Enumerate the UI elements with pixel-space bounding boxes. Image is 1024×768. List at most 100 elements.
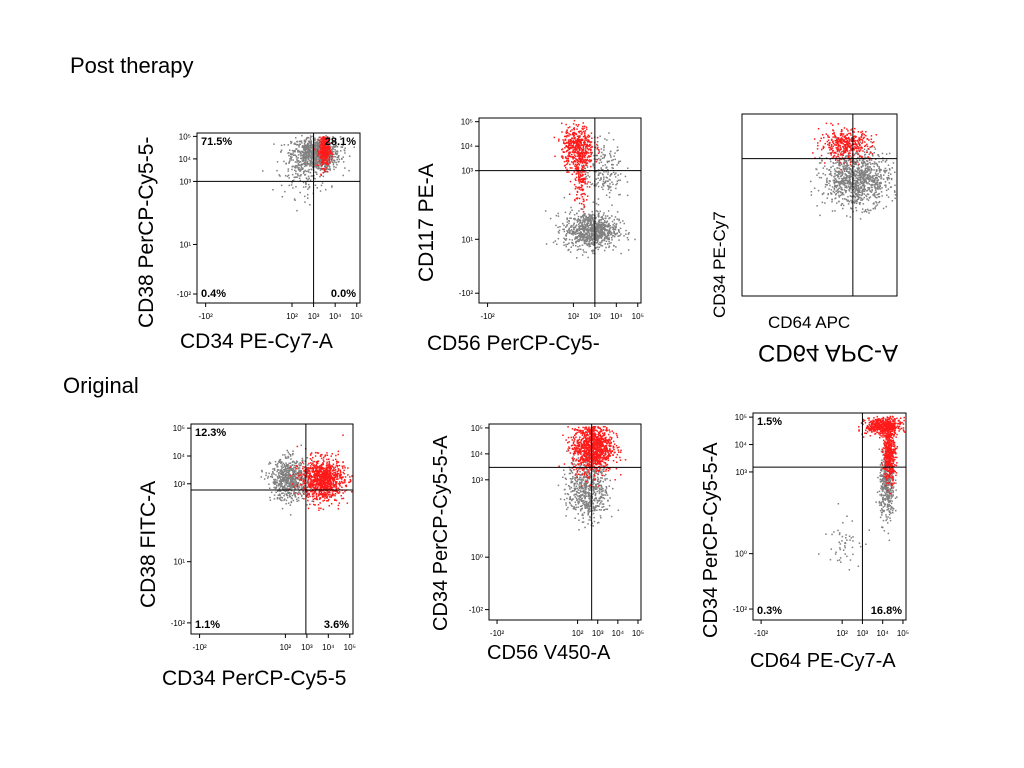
data-point (579, 173, 582, 176)
data-point (329, 145, 331, 147)
data-point (307, 146, 309, 148)
data-point (302, 162, 305, 165)
data-point (849, 180, 851, 183)
data-point (572, 218, 575, 220)
data-point (609, 217, 611, 219)
data-point (600, 216, 602, 219)
data-point (861, 174, 864, 176)
data-point (297, 173, 299, 175)
data-point (307, 188, 309, 190)
data-point (309, 157, 311, 159)
data-point (613, 231, 615, 233)
data-point (596, 148, 598, 150)
data-point (296, 161, 298, 163)
data-point (319, 190, 322, 192)
data-point (326, 150, 329, 153)
data-point (333, 151, 335, 153)
data-point (575, 124, 577, 126)
data-point (274, 478, 277, 481)
data-point (307, 137, 309, 139)
data-point (603, 176, 605, 178)
data-point (283, 486, 286, 489)
data-point (278, 480, 281, 482)
data-point (848, 201, 851, 203)
data-point (841, 174, 843, 176)
data-point (827, 139, 830, 141)
data-point (813, 138, 816, 140)
data-point (314, 178, 316, 180)
data-point (589, 181, 591, 184)
data-point (616, 149, 618, 152)
data-point (272, 468, 274, 470)
data-point (565, 239, 567, 241)
data-point (320, 148, 323, 150)
data-point (863, 181, 865, 184)
data-point (572, 141, 574, 144)
data-point (844, 145, 846, 147)
data-point (883, 174, 885, 176)
data-point (835, 185, 838, 187)
data-point (281, 480, 283, 482)
data-point (583, 145, 585, 147)
data-point (840, 174, 842, 176)
data-point (880, 181, 882, 184)
data-point (307, 142, 309, 145)
data-point (573, 228, 575, 230)
data-point (851, 144, 853, 146)
data-point (853, 149, 855, 151)
data-point (887, 177, 890, 179)
data-point (307, 140, 310, 142)
data-point (289, 160, 291, 162)
data-point (847, 203, 850, 205)
data-point (588, 234, 590, 236)
data-point (858, 179, 861, 181)
data-point (579, 158, 582, 161)
data-point (604, 138, 606, 140)
data-point (834, 175, 836, 177)
data-point (567, 157, 569, 160)
data-point (312, 157, 314, 159)
data-point (581, 215, 584, 218)
data-point (294, 487, 297, 490)
data-point (602, 227, 605, 229)
data-point (315, 141, 317, 144)
data-point (306, 136, 308, 139)
data-point (834, 177, 836, 180)
data-point (588, 155, 590, 157)
data-point (588, 176, 591, 178)
data-point (608, 237, 610, 239)
data-point (568, 135, 570, 137)
data-point (287, 477, 289, 479)
data-point (565, 157, 568, 160)
data-point (327, 163, 330, 166)
data-point (310, 157, 313, 160)
data-point (849, 195, 852, 197)
data-point (300, 140, 302, 142)
data-point (618, 160, 620, 163)
data-point (586, 220, 589, 222)
data-point (293, 479, 295, 481)
data-point (308, 168, 310, 171)
data-point (848, 190, 851, 192)
data-point (586, 139, 588, 142)
data-point (576, 197, 579, 199)
data-point (841, 194, 843, 196)
data-point (310, 140, 313, 142)
data-point (876, 177, 878, 179)
data-point (291, 484, 293, 486)
data-point (866, 189, 869, 191)
data-point (281, 499, 283, 502)
y-tick-label: 10⁴ (461, 142, 474, 151)
data-point (858, 172, 861, 175)
data-point (845, 159, 848, 162)
data-point (584, 158, 587, 161)
data-point (578, 156, 581, 158)
data-point (332, 136, 334, 138)
data-point (273, 467, 276, 470)
data-point (304, 154, 306, 157)
data-point (855, 175, 857, 177)
data-point (340, 146, 342, 148)
data-point (573, 231, 575, 233)
data-point (578, 239, 581, 242)
data-point (604, 243, 606, 245)
